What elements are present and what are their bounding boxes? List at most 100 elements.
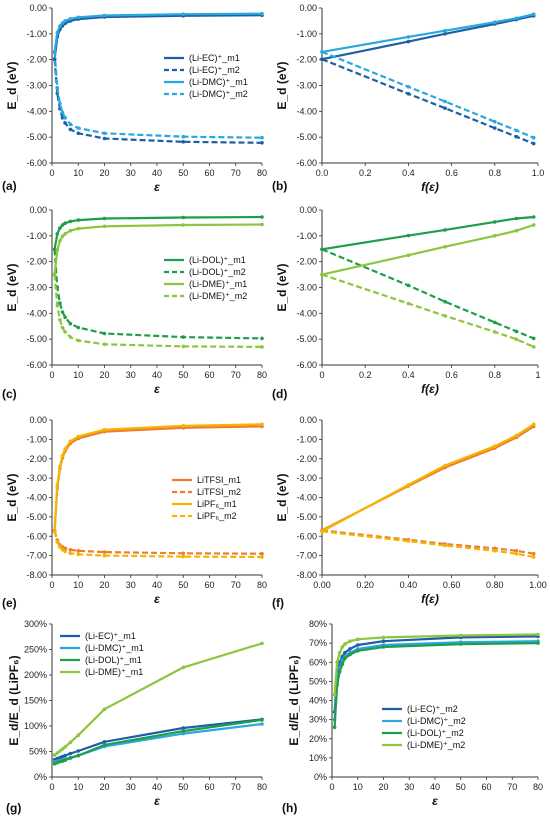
x-tick-label: 0.4 bbox=[402, 168, 415, 178]
y-tick-label: -1.00 bbox=[296, 29, 317, 39]
legend-entry: LiTFSI_m1 bbox=[197, 475, 241, 485]
legend-entry: LiPF₆_m2 bbox=[197, 511, 237, 521]
data-point bbox=[60, 454, 65, 458]
data-point bbox=[58, 301, 62, 305]
data-point bbox=[63, 232, 67, 236]
x-tick-label: 0.00 bbox=[313, 580, 331, 590]
data-point bbox=[514, 16, 519, 21]
panel-label-f: (f) bbox=[272, 596, 284, 610]
y-tick-label: -3.00 bbox=[26, 283, 47, 293]
data-point bbox=[443, 244, 447, 249]
series-line-e-3 bbox=[53, 531, 263, 559]
x-tick-label: 0.2 bbox=[359, 370, 372, 380]
data-point bbox=[514, 329, 519, 334]
data-point bbox=[60, 21, 65, 25]
y-tick-label: -6.00 bbox=[296, 531, 317, 541]
data-point bbox=[102, 216, 107, 221]
data-point bbox=[102, 131, 107, 136]
data-point bbox=[63, 753, 67, 758]
data-point bbox=[335, 660, 339, 665]
x-tick-label: 80 bbox=[257, 168, 267, 178]
y-axis-title: E_d/E_d (LiPF₆) bbox=[287, 655, 301, 745]
data-point bbox=[102, 136, 107, 141]
data-point bbox=[406, 283, 411, 288]
data-point bbox=[76, 218, 81, 222]
data-point bbox=[320, 272, 324, 277]
data-point bbox=[55, 30, 60, 35]
x-tick-label: 30 bbox=[126, 580, 136, 590]
y-axis-title: E_d (eV) bbox=[5, 263, 19, 311]
y-tick-label: -6.00 bbox=[26, 158, 47, 168]
y-tick-label: -2.00 bbox=[26, 257, 47, 267]
y-tick-label: 300% bbox=[24, 619, 47, 629]
series-line-h-3 bbox=[333, 633, 539, 695]
x-tick-label: 20 bbox=[99, 580, 109, 590]
x-tick-label: 80 bbox=[533, 782, 543, 792]
y-tick-label: 50% bbox=[29, 747, 47, 757]
x-tick-label: 1.00 bbox=[529, 580, 547, 590]
y-tick-label: 60% bbox=[309, 657, 327, 667]
y-tick-label: 0% bbox=[314, 772, 327, 782]
series-line-f-3 bbox=[321, 530, 534, 559]
x-tick-label: 40 bbox=[152, 580, 162, 590]
y-tick-label: -3.00 bbox=[296, 81, 317, 91]
x-tick-label: 70 bbox=[231, 782, 241, 792]
data-point bbox=[181, 551, 186, 556]
series-line-b-2 bbox=[321, 13, 534, 53]
data-point bbox=[181, 729, 186, 733]
data-point bbox=[60, 747, 65, 751]
y-tick-label: -3.00 bbox=[296, 283, 317, 293]
y-tick-label: -2.00 bbox=[26, 454, 47, 464]
data-point bbox=[68, 756, 73, 760]
data-point bbox=[63, 315, 67, 320]
legend-entry: (Li-EC)⁺_m1 bbox=[189, 53, 240, 63]
data-point bbox=[68, 551, 73, 556]
data-point bbox=[260, 718, 264, 722]
x-tick-label: 0.20 bbox=[356, 580, 374, 590]
x-tick-label: 70 bbox=[231, 168, 241, 178]
x-tick-label: 0.8 bbox=[489, 168, 502, 178]
panel-label-b: (b) bbox=[272, 179, 287, 193]
data-point bbox=[493, 119, 497, 124]
x-tick-label: 20 bbox=[99, 782, 109, 792]
data-point bbox=[55, 303, 60, 308]
data-point bbox=[60, 223, 65, 227]
data-point bbox=[181, 335, 186, 339]
y-tick-label: 0% bbox=[34, 772, 47, 782]
data-point bbox=[531, 345, 536, 349]
x-tick-label: 40 bbox=[152, 782, 162, 792]
data-point bbox=[356, 643, 360, 647]
x-tick-label: 0 bbox=[329, 782, 334, 792]
x-tick-label: 0.4 bbox=[402, 370, 415, 380]
x-tick-label: 20 bbox=[378, 782, 388, 792]
x-tick-label: 10 bbox=[73, 168, 83, 178]
panel-d: 0.00 -1.00 -2.00 -3.00 -4.00 -5.00 -6.000 0.2 0.… bbox=[272, 205, 541, 401]
y-tick-label: -5.00 bbox=[296, 132, 317, 142]
x-tick-label: 0.6 bbox=[445, 370, 458, 380]
series-line-f-2 bbox=[321, 423, 535, 533]
data-point bbox=[514, 551, 519, 556]
data-point bbox=[356, 649, 360, 653]
x-tick-label: 70 bbox=[507, 782, 517, 792]
data-point bbox=[55, 540, 60, 544]
series-line-a-2 bbox=[53, 12, 263, 53]
y-tick-label: -2.00 bbox=[296, 454, 317, 464]
data-point bbox=[76, 226, 81, 231]
data-point bbox=[536, 632, 540, 637]
panel-label-c: (c) bbox=[2, 387, 17, 401]
data-point bbox=[76, 338, 81, 343]
data-point bbox=[514, 228, 519, 233]
data-point bbox=[514, 433, 519, 438]
series-line-b-3 bbox=[321, 50, 535, 139]
x-tick-label: 30 bbox=[126, 168, 136, 178]
data-point bbox=[443, 28, 447, 33]
data-point bbox=[76, 552, 81, 557]
x-tick-label: 50 bbox=[178, 580, 188, 590]
legend-entry: (Li-DME)⁺_m2 bbox=[407, 740, 465, 750]
legend-entry: (Li-DOL)⁺_m1 bbox=[85, 655, 142, 665]
data-point bbox=[181, 140, 186, 144]
x-tick-label: 0 bbox=[49, 580, 54, 590]
x-axis-title: ε bbox=[432, 794, 438, 808]
series-line-c-0 bbox=[53, 215, 263, 250]
y-tick-label: -1.00 bbox=[26, 434, 47, 444]
